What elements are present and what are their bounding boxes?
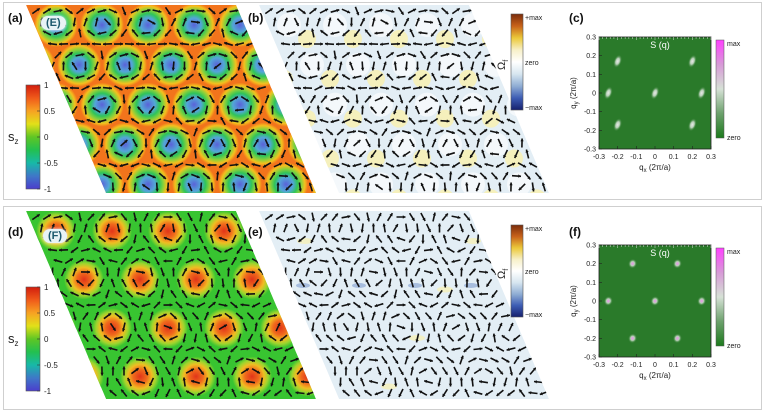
omega-colorbar-top-label: +max	[525, 226, 543, 233]
omega-colorbar-label: Ωf	[497, 60, 510, 70]
sq-y-tick: -0.2	[584, 128, 596, 135]
sq-peak	[687, 54, 697, 68]
sq-title: S (q)	[650, 248, 670, 258]
sq-x-tick: -0.1	[630, 362, 642, 369]
sq-x-tick: 0.2	[687, 362, 697, 369]
panel-label-a: (a)	[8, 11, 23, 25]
structure-factor-plot-bottom: -0.3 -0.2 -0.1 0 0.1 0.2 0.3 0.3 0.2 0.1 0 -0.1 -0.2…	[569, 243, 741, 383]
sq-x-tick: -0.2	[612, 154, 624, 161]
omega-colorbar-bottom-label: −max	[525, 105, 543, 112]
sz-texture-map-top	[26, 5, 316, 193]
sq-y-label: qy (2π/a)	[569, 285, 580, 317]
panel-row-top: (a) (E) 1 0.5 0 -0.5 -1 sz (b) +max zero −max Ωf…	[3, 2, 762, 200]
sq-x-tick: -0.2	[612, 362, 624, 369]
sq-y-tick: 0	[592, 299, 596, 306]
sq-y-tick: 0	[592, 91, 596, 98]
omega-colorbar-mid-label: zero	[525, 60, 539, 67]
sq-y-tick: 0.1	[586, 280, 596, 287]
sq-x-tick: -0.3	[593, 154, 605, 161]
sq-y-tick: -0.3	[584, 355, 596, 362]
sq-x-tick: 0.1	[669, 154, 679, 161]
sq-title: S (q)	[650, 40, 670, 50]
sq-colorbar-zero: zero	[727, 135, 741, 142]
sq-x-label: qx (2π/a)	[639, 163, 671, 174]
sq-colorbar	[715, 39, 725, 139]
sq-y-tick: 0.2	[586, 53, 596, 60]
structure-factor-plot-top: -0.3 -0.2 -0.1 0 0.1 0.2 0.3 0.3 0.2 0.1 0 -0.1 -0.2…	[569, 35, 741, 175]
sq-y-tick: -0.1	[584, 109, 596, 116]
sq-x-tick: 0.3	[706, 362, 716, 369]
sq-x-tick: 0	[653, 154, 657, 161]
sq-colorbar-max: max	[727, 249, 741, 256]
sq-x-tick: 0	[653, 362, 657, 369]
sz-colorbar-tick: 0.5	[44, 107, 56, 116]
panel-label-e: (e)	[248, 225, 263, 239]
sq-y-tick: -0.2	[584, 336, 596, 343]
sq-peak	[697, 296, 707, 306]
sq-colorbar	[715, 247, 725, 347]
phase-label-E: (E)	[41, 16, 66, 30]
omega-colorbar-bottom: +max zero −max Ωf	[497, 224, 543, 319]
sz-colorbar-top: 1 0.5 0 -0.5 -1 sz	[8, 81, 58, 194]
sz-colorbar-tick: -0.5	[44, 159, 58, 168]
sq-x-tick: 0.2	[687, 154, 697, 161]
sq-peak	[687, 118, 697, 132]
sz-colorbar-tick: 1	[44, 81, 49, 90]
panel-label-b: (b)	[248, 11, 264, 25]
omega-colorbar-bottom-label: −max	[525, 312, 543, 319]
sq-peak	[613, 118, 623, 132]
sz-colorbar-tick: 0.5	[44, 309, 56, 318]
sq-colorbar-max: max	[727, 41, 741, 48]
sq-peak	[613, 54, 623, 68]
sz-colorbar-tick: 0	[44, 133, 49, 142]
sq-y-tick: 0.2	[586, 261, 596, 268]
omega-texture-map-top	[259, 5, 549, 193]
sq-peak	[672, 258, 682, 269]
sq-peak	[603, 296, 613, 306]
sz-colorbar-tick: 1	[44, 283, 49, 292]
sq-y-tick: 0.3	[586, 35, 596, 42]
omega-colorbar-top-label: +max	[525, 15, 543, 22]
panel-label-f: (f)	[569, 225, 581, 239]
panel-row-bottom: (d) (F) 1 0.5 0 -0.5 -1 sz (e) +max zero −max Ωf…	[3, 206, 762, 410]
sz-colorbar-tick: -1	[44, 185, 52, 194]
sq-y-tick: -0.1	[584, 317, 596, 324]
panel-label-c: (c)	[569, 11, 584, 25]
sq-peak	[603, 86, 613, 100]
sq-colorbar-zero: zero	[727, 343, 741, 350]
omega-colorbar-top: +max zero −max Ωf	[497, 13, 543, 112]
sq-peak	[628, 258, 638, 269]
omega-colorbar-mid-label: zero	[525, 269, 539, 276]
sq-x-tick: -0.1	[630, 154, 642, 161]
sq-y-tick: 0.3	[586, 243, 596, 250]
sq-y-tick: 0.1	[586, 72, 596, 79]
sq-peak	[650, 86, 660, 100]
sz-colorbar-tick: -1	[44, 387, 52, 396]
sq-peak	[628, 333, 638, 344]
omega-colorbar-label: Ωf	[497, 269, 510, 279]
omega-texture-map-bottom	[259, 211, 549, 399]
sq-peak	[672, 333, 682, 344]
sq-peak	[697, 86, 707, 100]
sq-x-label: qx (2π/a)	[639, 371, 671, 382]
sz-colorbar-tick: 0	[44, 335, 49, 344]
sq-peak	[650, 296, 660, 306]
phase-label-F: (F)	[43, 229, 68, 243]
sz-colorbar-label: sz	[8, 331, 19, 348]
sz-colorbar-tick: -0.5	[44, 361, 58, 370]
sq-x-tick: -0.3	[593, 362, 605, 369]
sq-x-tick: 0.3	[706, 154, 716, 161]
sq-y-label: qy (2π/a)	[569, 77, 580, 109]
sq-y-tick: -0.3	[584, 147, 596, 154]
sz-colorbar-label: sz	[8, 129, 19, 146]
sz-colorbar-bottom: 1 0.5 0 -0.5 -1 sz	[8, 283, 58, 396]
sq-x-tick: 0.1	[669, 362, 679, 369]
panel-label-d: (d)	[8, 225, 24, 239]
